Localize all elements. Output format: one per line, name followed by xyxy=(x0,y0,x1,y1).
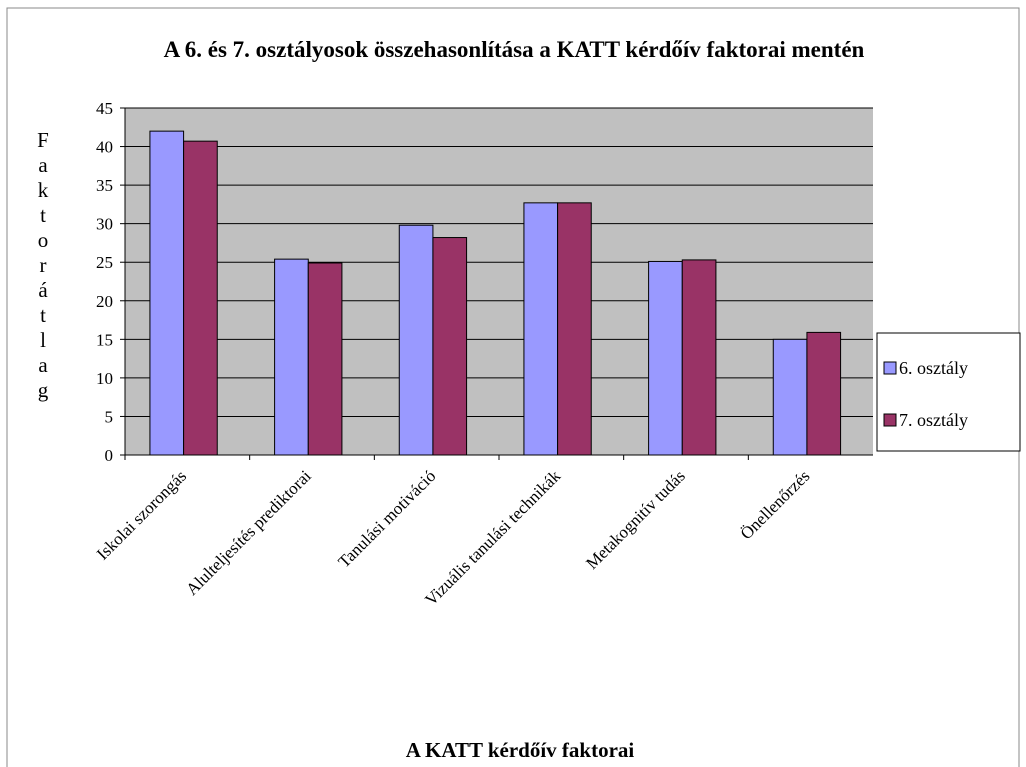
bar xyxy=(274,258,309,456)
x-tick-label: Tanulási motiváció xyxy=(334,466,439,571)
bar xyxy=(681,259,717,456)
bar xyxy=(307,262,343,456)
y-tick-label: 30 xyxy=(96,215,113,234)
x-tick-label: Metakognitív tudás xyxy=(582,466,689,573)
y-tick-label: 5 xyxy=(105,407,114,426)
chart-title: A 6. és 7. osztályosok összehasonlítása … xyxy=(164,37,865,62)
legend-swatch xyxy=(883,361,897,375)
x-tick-label: Vizuális tanulási technikák xyxy=(421,466,564,609)
y-tick-label: 0 xyxy=(105,446,114,465)
bar xyxy=(648,260,683,456)
y-axis-title: Faktorátlag xyxy=(31,128,55,403)
y-tick-label: 15 xyxy=(96,330,113,349)
bar xyxy=(432,237,468,456)
x-axis-title: A KATT kérdőív faktorai xyxy=(406,738,635,762)
legend-label: 6. osztály xyxy=(899,358,968,378)
legend-box xyxy=(876,332,1021,452)
y-tick-label: 20 xyxy=(96,292,113,311)
bar xyxy=(523,202,559,456)
x-tick-label: Iskolai szorongás xyxy=(93,466,190,563)
legend-label: 7. osztály xyxy=(899,410,968,430)
plot-area xyxy=(125,108,873,455)
x-tick-label: Alulteljesítés prediktorai xyxy=(182,466,315,599)
y-tick-label: 25 xyxy=(96,253,113,272)
bar xyxy=(772,338,808,456)
bar xyxy=(557,202,592,456)
y-tick-label: 40 xyxy=(96,138,113,157)
x-tick-label: Önellenőrzés xyxy=(737,466,814,543)
y-tick-label: 35 xyxy=(96,176,113,195)
bar xyxy=(149,130,185,456)
bar xyxy=(183,140,218,456)
y-tick-label: 10 xyxy=(96,369,113,388)
y-tick-label: 45 xyxy=(96,99,113,118)
bar xyxy=(806,331,842,456)
bar xyxy=(398,224,434,456)
legend-swatch xyxy=(883,413,897,427)
